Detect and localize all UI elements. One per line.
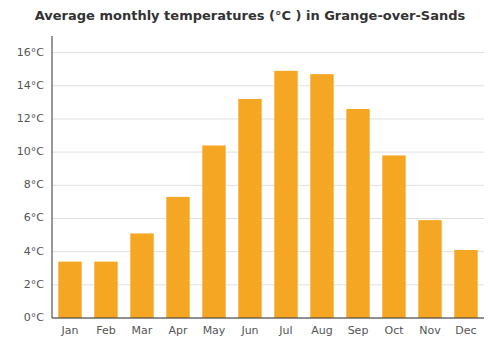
grid (52, 53, 484, 318)
x-tick-label: Jul (278, 324, 292, 337)
y-axis-line (52, 36, 53, 318)
grid-line (52, 218, 484, 219)
y-tick-label: 4°C (24, 245, 44, 258)
y-tick-label: 0°C (24, 311, 44, 324)
bar (418, 220, 441, 318)
x-axis-line (52, 318, 484, 319)
y-tick-label: 16°C (17, 46, 44, 59)
bar (310, 74, 333, 318)
y-tick-label: 10°C (17, 145, 44, 158)
bar (274, 71, 297, 318)
bar (202, 145, 225, 318)
x-tick-label: Aug (311, 324, 332, 337)
y-tick-label: 2°C (24, 278, 44, 291)
x-tick-label: Nov (419, 324, 441, 337)
x-tick-label: Dec (455, 324, 476, 337)
y-tick-label: 8°C (24, 178, 44, 191)
bars (58, 71, 477, 318)
x-tick-label: Feb (96, 324, 115, 337)
grid-line (52, 52, 484, 53)
y-tick-label: 6°C (24, 211, 44, 224)
bar (346, 109, 369, 318)
grid-line (52, 318, 484, 319)
bar (382, 155, 405, 318)
bar (94, 262, 117, 318)
bar (454, 250, 477, 318)
x-tick-label: Mar (132, 324, 153, 337)
bar (130, 233, 153, 318)
grid-line (52, 85, 484, 86)
bar (166, 197, 189, 318)
x-tick-label: Oct (384, 324, 404, 337)
x-tick-label: Sep (348, 324, 369, 337)
bar (58, 262, 81, 318)
grid-line (52, 118, 484, 119)
y-tick-label: 12°C (17, 112, 44, 125)
x-tick-label: Jun (240, 324, 258, 337)
title: Average monthly temperatures (°C ) in Gr… (35, 8, 466, 23)
y-tick-label: 14°C (17, 79, 44, 92)
chart: 0°C 2°C 4°C 6°C 8°C 10°C 12°C 14°C 16°C Jan Feb Mar… (0, 0, 500, 350)
x-tick-label: Jan (61, 324, 79, 337)
bar (238, 99, 261, 318)
chart-container: 0°C 2°C 4°C 6°C 8°C 10°C 12°C 14°C 16°C Jan Feb Mar… (0, 0, 500, 350)
grid-line (52, 185, 484, 186)
x-tick-label: May (203, 324, 226, 337)
x-tick-label: Apr (168, 324, 188, 337)
grid-line (52, 152, 484, 153)
